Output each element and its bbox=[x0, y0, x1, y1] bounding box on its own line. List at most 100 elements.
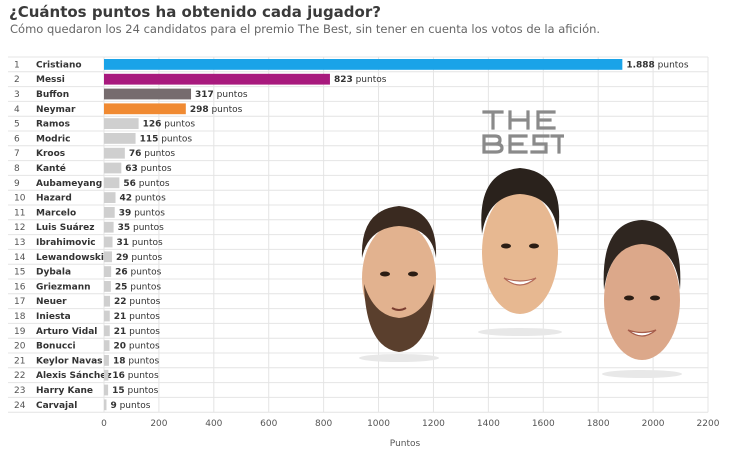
bar bbox=[104, 73, 330, 85]
bar bbox=[104, 192, 116, 203]
x-tick-label: 400 bbox=[205, 419, 222, 429]
value-label: 823 puntos bbox=[334, 75, 387, 85]
rank-label: 16 bbox=[14, 282, 26, 292]
rank-label: 20 bbox=[14, 342, 26, 352]
buffon-face-illustration bbox=[602, 220, 682, 378]
value-label: 9 puntos bbox=[110, 401, 150, 411]
rank-label: 5 bbox=[14, 120, 20, 130]
bar bbox=[104, 177, 120, 189]
x-tick-label: 1000 bbox=[367, 419, 390, 429]
rank-label: 7 bbox=[14, 149, 20, 159]
value-label: 31 puntos bbox=[117, 238, 164, 248]
rank-label: 8 bbox=[14, 164, 20, 174]
x-tick-label: 2000 bbox=[642, 419, 665, 429]
messi-face-illustration bbox=[359, 206, 439, 362]
value-label: 76 puntos bbox=[129, 149, 176, 159]
bar bbox=[104, 59, 623, 70]
bar bbox=[104, 88, 192, 100]
category-label: Lewandowski bbox=[36, 253, 104, 263]
value-label: 63 puntos bbox=[125, 164, 172, 174]
category-label: Messi bbox=[36, 75, 65, 85]
x-tick-label: 2200 bbox=[697, 419, 720, 429]
category-label: Aubameyang bbox=[36, 179, 102, 189]
value-label: 56 puntos bbox=[123, 179, 170, 189]
x-axis-title: Puntos bbox=[390, 439, 421, 449]
value-label: 317 puntos bbox=[195, 90, 248, 100]
category-label: Cristiano bbox=[36, 60, 82, 70]
bar bbox=[104, 340, 110, 351]
bar bbox=[104, 281, 111, 292]
cristiano-face-illustration bbox=[478, 168, 562, 336]
bar bbox=[104, 236, 113, 248]
value-label: 126 puntos bbox=[143, 120, 196, 130]
bar bbox=[104, 369, 109, 381]
bar bbox=[104, 118, 139, 129]
bar bbox=[104, 355, 109, 366]
rank-label: 4 bbox=[14, 105, 20, 115]
x-tick-label: 600 bbox=[260, 419, 277, 429]
bar bbox=[104, 310, 110, 322]
x-tick-label: 800 bbox=[315, 419, 332, 429]
chart-title: ¿Cuántos puntos ha obtenido cada jugador… bbox=[9, 3, 381, 21]
bar bbox=[104, 399, 107, 411]
rank-label: 13 bbox=[14, 238, 25, 248]
rank-label: 2 bbox=[14, 75, 20, 85]
value-label: 22 puntos bbox=[114, 297, 161, 307]
category-label: Alexis Sánchez bbox=[36, 371, 112, 381]
value-label: 298 puntos bbox=[190, 105, 243, 115]
category-label: Arturo Vidal bbox=[36, 327, 97, 337]
category-label: Ramos bbox=[36, 120, 70, 130]
category-label: Carvajal bbox=[36, 401, 77, 411]
category-label: Neymar bbox=[36, 105, 76, 115]
category-label: Bonucci bbox=[36, 342, 76, 352]
rank-label: 6 bbox=[14, 134, 20, 144]
rank-label: 9 bbox=[14, 179, 20, 189]
rank-label: 21 bbox=[14, 356, 25, 366]
category-label: Buffon bbox=[36, 90, 69, 100]
rank-label: 10 bbox=[14, 194, 26, 204]
category-label: Neuer bbox=[36, 297, 67, 307]
value-label: 15 puntos bbox=[112, 386, 159, 396]
value-label: 25 puntos bbox=[115, 282, 162, 292]
the-best-logo bbox=[482, 110, 564, 154]
category-label: Hazard bbox=[36, 194, 72, 204]
value-label: 115 puntos bbox=[140, 134, 193, 144]
value-label: 21 puntos bbox=[114, 312, 161, 322]
value-label: 1.888 puntos bbox=[626, 60, 688, 70]
x-tick-label: 1400 bbox=[477, 419, 500, 429]
rank-label: 3 bbox=[14, 90, 20, 100]
value-label: 26 puntos bbox=[115, 268, 162, 278]
value-label: 18 puntos bbox=[113, 356, 160, 366]
category-label: Kanté bbox=[36, 163, 66, 174]
rank-label: 24 bbox=[14, 401, 26, 411]
category-label: Dybala bbox=[36, 268, 71, 278]
x-tick-label: 200 bbox=[150, 419, 167, 429]
rank-label: 17 bbox=[14, 297, 25, 307]
category-label: Modric bbox=[36, 134, 70, 144]
rank-label: 18 bbox=[14, 312, 26, 322]
category-label: Kroos bbox=[36, 149, 65, 159]
x-tick-label: 1800 bbox=[587, 419, 610, 429]
bar bbox=[104, 133, 136, 144]
value-label: 16 puntos bbox=[112, 371, 159, 381]
category-label: Marcelo bbox=[36, 208, 76, 218]
category-label: Griezmann bbox=[36, 282, 91, 292]
bar bbox=[104, 147, 125, 159]
category-label: Keylor Navas bbox=[36, 356, 103, 366]
rank-label: 22 bbox=[14, 371, 25, 381]
bar bbox=[104, 103, 186, 115]
bar bbox=[104, 251, 112, 263]
category-label: Ibrahimovic bbox=[36, 238, 96, 248]
chart-subtitle: Cómo quedaron los 24 candidatos para el … bbox=[10, 22, 601, 36]
bar bbox=[104, 295, 111, 307]
rank-label: 1 bbox=[14, 60, 20, 70]
rank-label: 11 bbox=[14, 208, 25, 218]
category-label: Harry Kane bbox=[36, 386, 93, 396]
value-label: 35 puntos bbox=[118, 223, 165, 233]
bar bbox=[104, 221, 114, 233]
rows-layer: 1 Cristiano 1.888 puntos 2 Messi 823 puntos 3 B… bbox=[14, 59, 689, 411]
value-label: 39 puntos bbox=[119, 208, 166, 218]
rank-label: 23 bbox=[14, 386, 25, 396]
value-label: 21 puntos bbox=[114, 327, 161, 337]
